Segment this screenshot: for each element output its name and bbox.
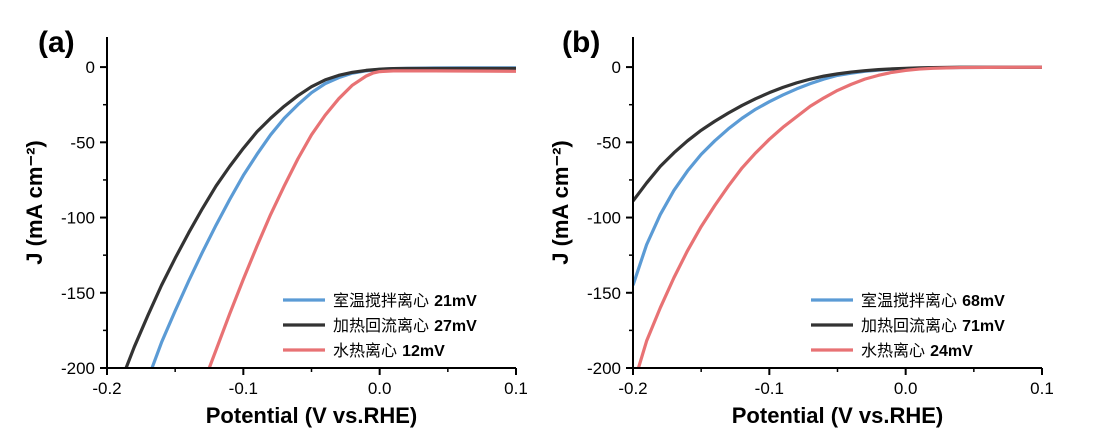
- x-tick-label: -0.1: [755, 379, 784, 398]
- y-axis-title: J (mA cm⁻²): [548, 140, 573, 264]
- x-tick-label: 0.1: [504, 379, 528, 398]
- legend-label: 室温搅拌离心 21mV: [333, 291, 477, 310]
- legend-series-name: 室温搅拌离心: [861, 291, 962, 310]
- x-axis-title: Potential (V vs.RHE): [732, 403, 943, 428]
- legend-overpotential: 68mV: [962, 293, 1005, 310]
- y-tick-label: -150: [61, 284, 95, 303]
- y-tick-label: -50: [596, 133, 621, 152]
- series-line-1: [633, 65, 1042, 286]
- y-tick-label: 0: [612, 58, 621, 77]
- x-tick-label: -0.1: [229, 379, 258, 398]
- series-line-2: [124, 66, 516, 368]
- series-line-3: [636, 65, 1042, 368]
- series-line-3: [207, 69, 516, 368]
- x-tick-label: -0.2: [618, 379, 647, 398]
- x-axis-title: Potential (V vs.RHE): [206, 403, 417, 428]
- y-tick-label: -200: [587, 359, 621, 378]
- legend-label: 水热离心 24mV: [861, 341, 973, 360]
- legend-label: 室温搅拌离心 68mV: [861, 291, 1005, 310]
- legend-overpotential: 21mV: [434, 293, 477, 310]
- legend-overpotential: 24mV: [930, 343, 973, 360]
- legend-series-name: 室温搅拌离心: [333, 291, 434, 310]
- x-tick-label: 0.0: [894, 379, 918, 398]
- legend-series-name: 水热离心: [861, 341, 930, 360]
- y-tick-label: -200: [61, 359, 95, 378]
- chart-panel-b: -0.2 -0.1 0.0 0.1 0 -50 -100 -150 -200 Potential …: [548, 26, 1054, 428]
- legend-label: 加热回流离心 71mV: [861, 316, 1005, 335]
- legend-overpotential: 27mV: [434, 318, 477, 335]
- legend-series-name: 加热回流离心: [861, 316, 962, 335]
- series-line-2: [633, 65, 1042, 202]
- y-axis-title: J (mA cm⁻²): [22, 140, 47, 264]
- legend-series-name: 水热离心: [333, 341, 402, 360]
- y-tick-label: -100: [587, 209, 621, 228]
- x-tick-label: 0.0: [368, 379, 392, 398]
- y-tick-label: -50: [70, 133, 95, 152]
- legend-overpotential: 71mV: [962, 318, 1005, 335]
- legend-overpotential: 12mV: [402, 343, 445, 360]
- legend-series-name: 加热回流离心: [333, 316, 434, 335]
- y-tick-label: -150: [587, 284, 621, 303]
- panel-label: (a): [38, 26, 75, 59]
- x-tick-label: 0.1: [1030, 379, 1054, 398]
- y-tick-label: 0: [86, 58, 95, 77]
- legend-label: 水热离心 12mV: [333, 341, 445, 360]
- panel-label: (b): [562, 26, 600, 59]
- x-tick-label: -0.2: [92, 379, 121, 398]
- y-tick-label: -100: [61, 209, 95, 228]
- legend-label: 加热回流离心 27mV: [333, 316, 477, 335]
- chart-panel-a: -0.2 -0.1 0.0 0.1 0 -50 -100 -150 -200 Potential …: [22, 26, 528, 428]
